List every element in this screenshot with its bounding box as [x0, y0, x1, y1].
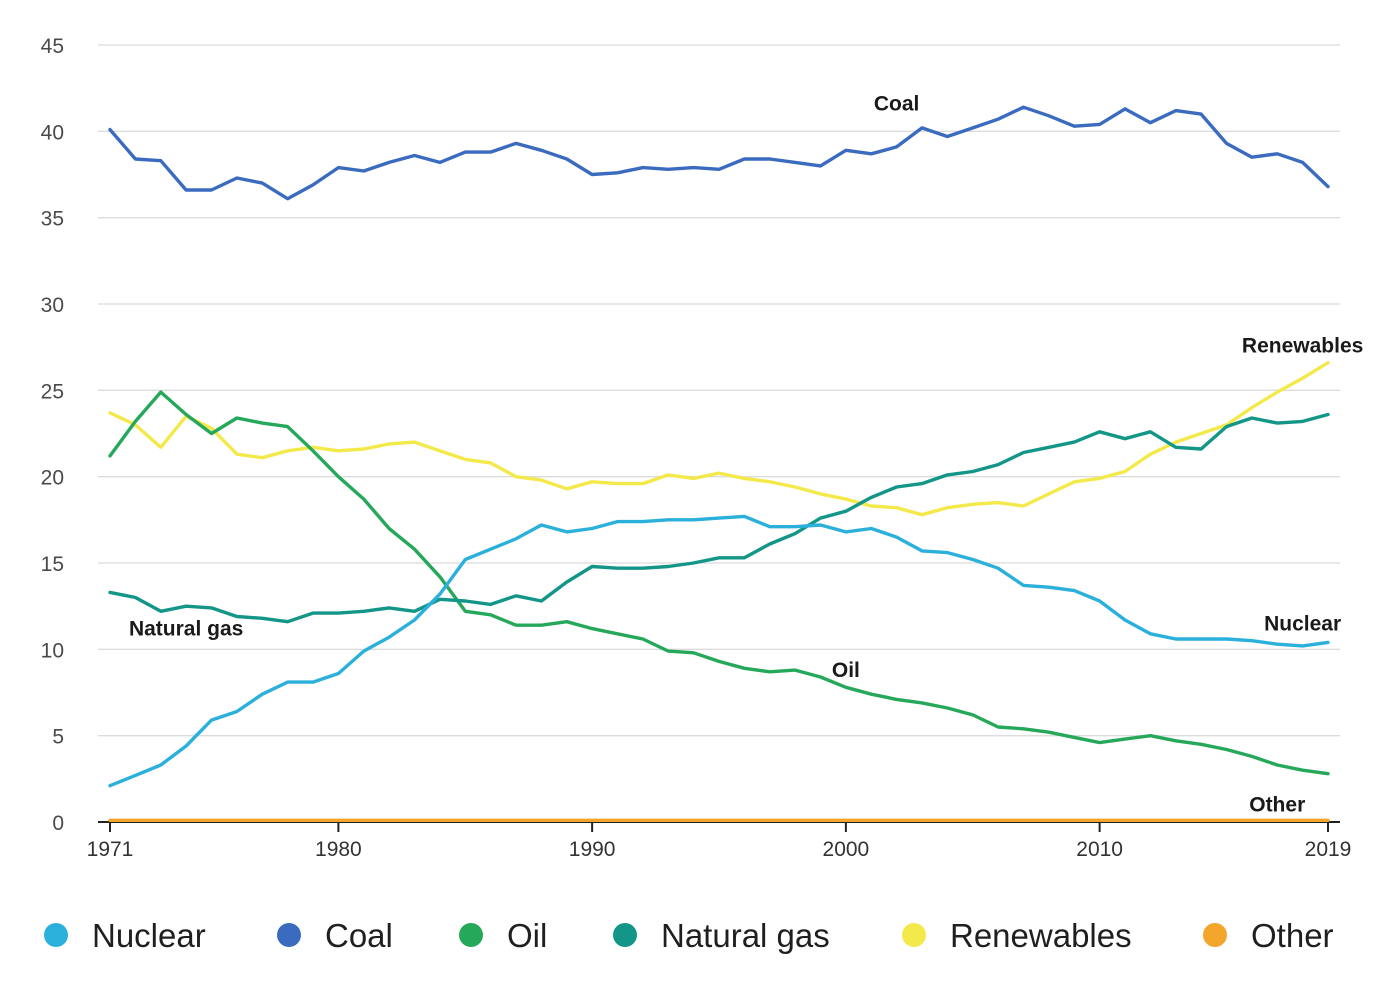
legend-item-nuclear: Nuclear	[44, 917, 206, 954]
legend-swatch	[1203, 923, 1227, 947]
legend-swatch	[44, 923, 68, 947]
annotation-coal: Coal	[874, 93, 920, 116]
y-tick-label: 30	[41, 294, 64, 317]
y-tick-label: 10	[41, 639, 64, 662]
y-tick-label: 45	[41, 35, 64, 58]
legend-swatch	[902, 923, 926, 947]
legend-item-coal: Coal	[277, 917, 393, 954]
legend-item-renewables: Renewables	[902, 917, 1132, 954]
y-tick-label: 35	[41, 208, 64, 231]
x-tick-label: 2019	[1305, 838, 1352, 861]
annotation-other: Other	[1249, 794, 1305, 817]
legend-label: Coal	[325, 917, 393, 954]
y-axis: 0 5 10 15 20 25 30 35 40 45	[41, 35, 64, 835]
series-line-coal	[108, 105, 1330, 201]
y-tick-label: 40	[41, 121, 64, 144]
series-line-oil	[108, 390, 1330, 776]
x-tick-label: 2000	[823, 838, 870, 861]
x-tick-label: 1971	[87, 838, 134, 861]
y-tick-label: 25	[41, 380, 64, 403]
legend-swatch	[459, 923, 483, 947]
gridlines	[98, 44, 1340, 737]
annotation-nuclear: Nuclear	[1264, 612, 1341, 635]
legend-label: Renewables	[950, 917, 1132, 954]
annotation-oil: Oil	[832, 659, 860, 682]
legend-swatch	[277, 923, 301, 947]
series-line-natural-gas	[108, 412, 1330, 624]
series-line-renewables	[108, 361, 1330, 517]
x-tick-label: 1990	[569, 838, 616, 861]
y-tick-label: 15	[41, 553, 64, 576]
legend: Nuclear Coal Oil Natural gas Renewables Other	[44, 917, 1334, 954]
legend-item-natural-gas: Natural gas	[613, 917, 830, 954]
series-lines	[108, 105, 1330, 822]
legend-item-other: Other	[1203, 917, 1334, 954]
y-tick-label: 20	[41, 467, 64, 490]
legend-swatch	[613, 923, 637, 947]
annotation-renewables: Renewables	[1242, 334, 1363, 357]
legend-label: Nuclear	[92, 917, 206, 954]
series-annotations: Coal Renewables Natural gas Nuclear Oil Other	[129, 93, 1363, 817]
x-axis: 1971 1980 1990 2000 2010 2019	[87, 821, 1352, 861]
series-line-nuclear	[108, 514, 1330, 788]
legend-item-oil: Oil	[459, 917, 547, 954]
y-tick-label: 0	[52, 812, 64, 835]
x-tick-label: 2010	[1076, 838, 1123, 861]
legend-label: Other	[1251, 917, 1334, 954]
legend-label: Natural gas	[661, 917, 830, 954]
annotation-natural-gas: Natural gas	[129, 618, 243, 641]
legend-label: Oil	[507, 917, 547, 954]
y-tick-label: 5	[52, 726, 64, 749]
x-tick-label: 1980	[315, 838, 362, 861]
